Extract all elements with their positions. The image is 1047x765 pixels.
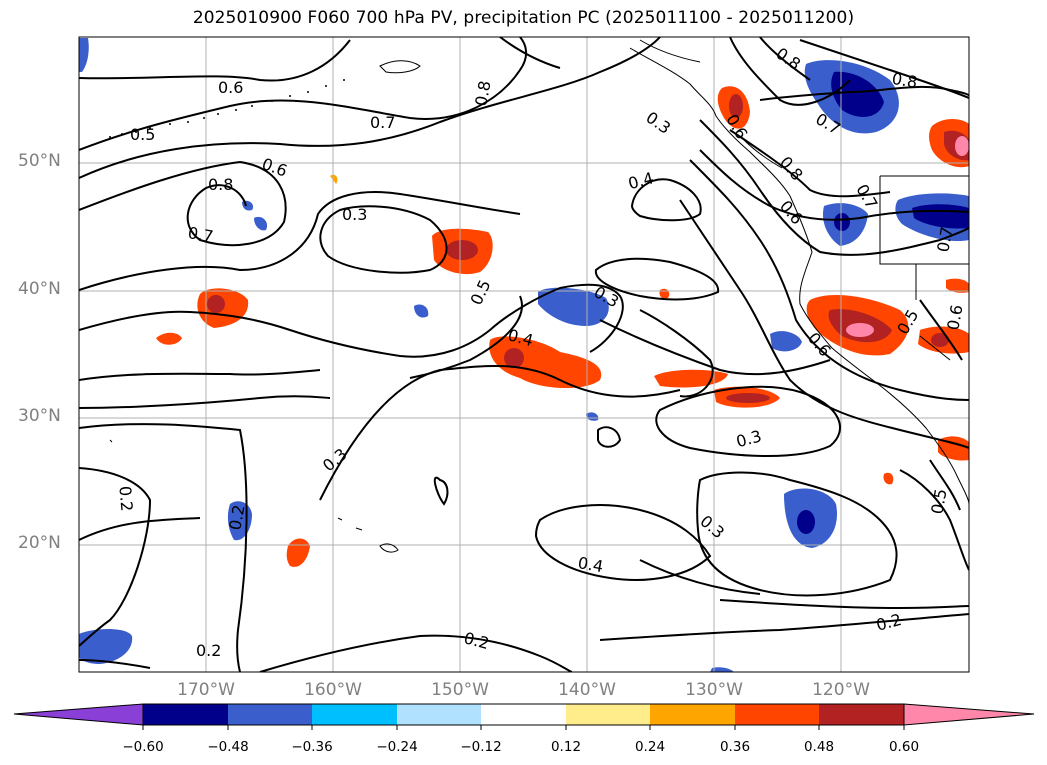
contour-label: 0.4: [576, 553, 604, 576]
contour-label: 0.8: [471, 79, 494, 107]
lon-label-120w: 120°W: [812, 680, 870, 700]
negative-anomaly-region: [784, 488, 837, 548]
contour-label: 0.6: [943, 303, 966, 331]
positive-anomaly-region: [489, 336, 602, 389]
colorbar-tick-label: 0.60: [888, 739, 920, 755]
map-frame: [78, 36, 970, 673]
colorbar-tick-label: −0.36: [291, 739, 333, 755]
positive-anomaly-region: [717, 86, 750, 129]
pv-contours: [79, 37, 969, 672]
negative-anomaly-region: [79, 629, 133, 664]
contour-label: 0.8: [208, 175, 233, 194]
positive-anomaly-region: [156, 288, 249, 345]
positive-anomaly-region: [806, 295, 909, 356]
lat-label-30n: 30°N: [18, 406, 61, 426]
contour-label: 0.2: [196, 641, 221, 660]
precip-anomaly-fills: [79, 38, 969, 672]
contour-label: 0.7: [370, 113, 395, 132]
lat-label-40n: 40°N: [18, 279, 61, 299]
contour-label: 0.3: [342, 205, 367, 224]
contour-label: 0.5: [130, 125, 155, 144]
colorbar-tick-label: 0.24: [634, 739, 666, 755]
contour-label: 0.5: [927, 487, 950, 515]
contour-label: 0.8: [890, 69, 918, 92]
negative-anomaly-region: [822, 203, 868, 246]
contour-label: 0.2: [225, 503, 248, 531]
lat-lon-grid: [79, 37, 969, 672]
lat-label-50n: 50°N: [18, 151, 61, 171]
contour-label: 0.6: [218, 78, 243, 97]
negative-anomaly-region: [79, 38, 89, 72]
map-area: 0.6 0.5 0.7 0.8 0.6 0.8 0.7 0.3 0.8 0.3 …: [79, 37, 969, 672]
colorbar-tick-label: −0.12: [460, 739, 502, 755]
colorbar-tick-label: 0.48: [803, 739, 835, 755]
lon-label-130w: 130°W: [685, 680, 743, 700]
positive-anomaly-region: [286, 538, 310, 567]
colorbar-tick-label: 0.36: [719, 739, 751, 755]
lon-label-140w: 140°W: [558, 680, 616, 700]
contour-label: 0.7: [186, 223, 214, 246]
positive-anomaly-region: [929, 119, 969, 168]
contour-label: 0.7: [933, 225, 956, 253]
colorbar-tick-label: −0.60: [122, 739, 164, 755]
colorbar-tick-label: 0.12: [550, 739, 582, 755]
lat-label-20n: 20°N: [18, 533, 61, 553]
plot-title: 2025010900 F060 700 hPa PV, precipitatio…: [192, 8, 855, 28]
positive-anomaly-region: [432, 228, 493, 275]
negative-anomaly-region: [770, 331, 802, 352]
contour-label: 0.2: [115, 485, 136, 512]
negative-anomaly-region: [242, 200, 734, 672]
colorbar-extend-high: [903, 703, 1035, 726]
lon-label-160w: 160°W: [304, 680, 362, 700]
lon-label-170w: 170°W: [177, 680, 235, 700]
colorbar-extend-low: [13, 703, 144, 726]
colorbar: [13, 703, 1035, 730]
coastlines: [109, 39, 969, 553]
colorbar-tick-label: −0.48: [207, 739, 249, 755]
lon-label-150w: 150°W: [431, 680, 489, 700]
positive-anomaly-region: [714, 386, 780, 408]
aleutian-islands: [109, 79, 345, 138]
negative-anomaly-region: [538, 287, 609, 326]
negative-anomaly-region: [804, 60, 899, 134]
colorbar-tick-label: −0.24: [376, 739, 418, 755]
